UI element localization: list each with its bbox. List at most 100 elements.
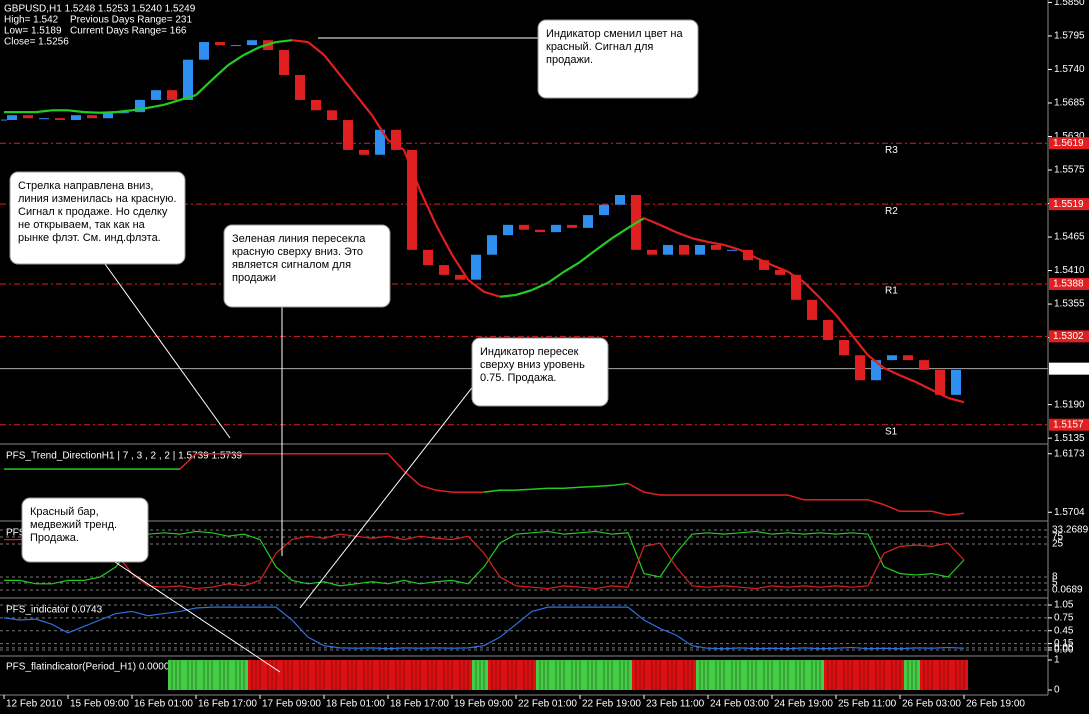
- indicator-segment: [291, 39, 309, 44]
- flat-bar: [488, 660, 504, 690]
- candle: [663, 244, 673, 255]
- indicator-segment: [643, 491, 661, 496]
- indicator-segment: [387, 139, 405, 151]
- indicator-segment: [611, 226, 629, 240]
- indicator-segment: [899, 374, 917, 384]
- candle: [807, 299, 817, 320]
- y-tick-label: 1.5704: [1054, 507, 1085, 518]
- indicator-line: [4, 533, 965, 590]
- y-tick-label: 0.05: [1054, 642, 1074, 653]
- candle: [7, 115, 17, 121]
- indicator-segment: [803, 281, 821, 299]
- candle: [327, 110, 337, 121]
- arrow: [299, 379, 479, 609]
- pane-title: PFS_indicator 0.0743: [6, 605, 103, 616]
- annotation-box: [9, 171, 186, 265]
- indicator-segment: [643, 217, 661, 226]
- indicator-segment: [723, 243, 741, 251]
- indicator-segment: [947, 396, 965, 404]
- flat-bar: [536, 660, 552, 690]
- y-tick-label: 1.5575: [1054, 165, 1085, 176]
- flat-bar: [328, 660, 344, 690]
- x-tick-label: 26 Feb 03:00: [902, 699, 961, 710]
- candle: [791, 274, 801, 300]
- flat-bar: [888, 660, 904, 690]
- y-tick-label: 75: [1052, 532, 1064, 543]
- indicator-segment: [755, 256, 773, 267]
- indicator-segment: [787, 270, 805, 284]
- flat-bar: [744, 660, 760, 690]
- arrow: [114, 561, 281, 673]
- level-value: 1.5157: [1053, 419, 1084, 430]
- candle: [103, 112, 113, 119]
- indicator-segment: [947, 512, 965, 516]
- flat-bar: [776, 660, 792, 690]
- flat-bar: [616, 660, 632, 690]
- info: Low= 1.5189: [4, 26, 62, 37]
- candle: [679, 244, 689, 255]
- flat-bar: [680, 660, 696, 690]
- candle: [503, 224, 513, 236]
- indicator-segment: [867, 499, 885, 506]
- y-tick-label: 1: [1054, 655, 1060, 666]
- y-tick-label: 1.05: [1054, 600, 1074, 611]
- level-label: R3: [885, 145, 898, 156]
- info: Previous Days Range= 231: [70, 15, 192, 26]
- level-label: S1: [885, 426, 898, 437]
- flat-bar: [856, 660, 872, 690]
- indicator-segment: [99, 111, 117, 114]
- flat-bar: [632, 660, 648, 690]
- indicator-segment: [707, 240, 725, 247]
- x-tick-label: 22 Feb 01:00: [518, 699, 577, 710]
- flat-bar: [168, 660, 184, 690]
- x-tick-label: 25 Feb 11:00: [838, 699, 897, 710]
- flat-bar: [808, 660, 824, 690]
- flat-bar: [200, 660, 216, 690]
- x-tick-label: 16 Feb 01:00: [134, 699, 193, 710]
- flat-bar: [552, 660, 568, 690]
- candle: [567, 224, 577, 228]
- flat-bar: [360, 660, 376, 690]
- flat-bar: [456, 660, 472, 690]
- indicator-segment: [147, 103, 165, 109]
- level-value: 1.5519: [1053, 199, 1084, 210]
- pane-borders: [0, 0, 1049, 696]
- flat-bar: [648, 660, 664, 690]
- flat-bar: [440, 660, 456, 690]
- indicator-segment: [339, 74, 357, 96]
- candle: [183, 59, 193, 100]
- info: High= 1.542: [4, 15, 59, 26]
- indicator-segment: [787, 494, 805, 501]
- candle: [887, 355, 897, 361]
- candle: [647, 249, 657, 255]
- candle: [151, 90, 161, 100]
- x-tick-label: 17 Feb 09:00: [262, 699, 321, 710]
- level-box: [1049, 137, 1089, 150]
- x-tick-label: 18 Feb 01:00: [326, 699, 385, 710]
- y-tick-label: 8: [1052, 572, 1058, 583]
- indicator-segment: [483, 290, 501, 298]
- flat-bar: [392, 660, 408, 690]
- candle: [487, 235, 497, 255]
- candle: [87, 115, 97, 119]
- flat-bar: [840, 660, 856, 690]
- indicator-segment: [867, 354, 885, 369]
- annotation-text: Сигнал к продаже. Но сделку: [18, 206, 168, 218]
- candle: [391, 129, 401, 150]
- y-tick-label: 0: [1054, 685, 1060, 696]
- annotation-box: [21, 497, 149, 563]
- indicator-segment: [211, 64, 229, 81]
- candle: [359, 149, 369, 155]
- y-tick-label: 5: [1052, 578, 1058, 589]
- annotation-text: является сигналом для: [232, 259, 351, 271]
- x-tick-label: 16 Feb 17:00: [198, 699, 257, 710]
- indicator-segment: [579, 485, 597, 489]
- candle: [935, 369, 945, 395]
- indicator-segment: [627, 217, 645, 229]
- level-box: [1049, 330, 1089, 343]
- annotation-text: Индикатор сменил цвет на: [546, 28, 683, 40]
- candle: [727, 249, 737, 251]
- candle: [311, 99, 321, 111]
